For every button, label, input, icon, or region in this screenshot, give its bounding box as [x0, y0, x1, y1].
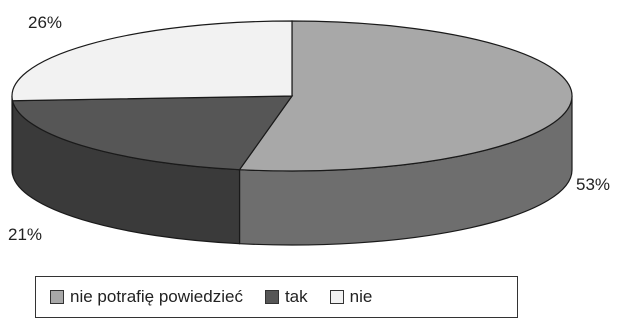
legend-label-nie-potrafie: nie potrafię powiedzieć: [70, 287, 243, 306]
pie-slice-tak: [11, 95, 294, 171]
legend-swatch-nie: [329, 290, 344, 304]
pie-slice-nie-potrafie-powiedziec: [238, 20, 573, 172]
legend-item-nie-potrafie: nie potrafię powiedzieć: [50, 287, 243, 307]
legend-label-nie: nie: [349, 287, 373, 306]
chart-legend: nie potrafię powiedzieć tak nie: [35, 276, 518, 318]
pie-label-nie: 26%: [28, 13, 62, 32]
pie-labels: 53% 21% 26%: [8, 13, 610, 244]
pie-label-tak: 21%: [8, 225, 42, 244]
legend-item-tak: tak: [264, 287, 308, 307]
pie-side-nie: [11, 95, 14, 175]
legend-swatch-tak: [264, 290, 279, 304]
legend-label-tak: tak: [284, 287, 308, 306]
legend-item-nie: nie: [329, 287, 373, 307]
pie-slice-nie: [11, 20, 293, 102]
pie-tops: [11, 20, 573, 172]
pie-label-nie-potrafie-powiedziec: 53%: [576, 175, 610, 194]
legend-swatch-nie-potrafie: [50, 290, 64, 304]
